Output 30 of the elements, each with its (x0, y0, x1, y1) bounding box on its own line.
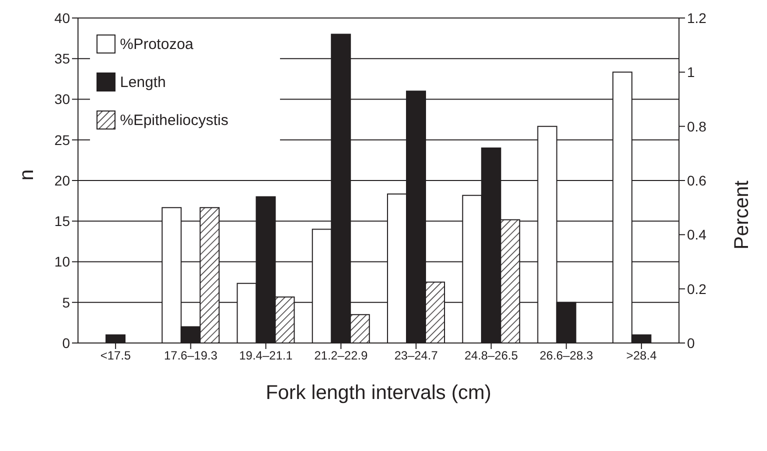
legend-label: %Epitheliocystis (120, 112, 228, 128)
y-tick-label: 30 (54, 91, 70, 108)
x-tick-label: 17.6–19.3 (164, 348, 218, 363)
x-axis-title: Fork length intervals (cm) (266, 382, 492, 404)
x-tick-label: 24.8–26.5 (464, 348, 518, 363)
legend-label: %Protozoa (120, 36, 194, 52)
y2-tick-label: 1 (687, 64, 695, 80)
y-tick-label: 0 (62, 334, 70, 351)
x-tick-label: >28.4 (626, 348, 657, 363)
y2-tick-label: 0 (687, 334, 695, 351)
y2-tick-label: 1.2 (687, 10, 707, 26)
x-tick-label: 19.4–21.1 (239, 348, 293, 363)
y2-tick-label: 0.2 (687, 280, 707, 297)
y-tick-label: 15 (54, 213, 70, 230)
y-tick-label: 10 (54, 254, 70, 270)
y-tick-label: 40 (54, 10, 70, 26)
y2-tick-label: 0.8 (687, 118, 707, 134)
x-tick-label: 21.2–22.9 (314, 348, 368, 363)
x-tick-label: 23–24.7 (394, 348, 438, 363)
y-tick-label: 35 (54, 50, 70, 67)
x-tick-label: 26.6–28.3 (540, 348, 594, 363)
y2-tick-label: 0.6 (687, 172, 707, 188)
y2-axis-title: Percent (731, 180, 754, 250)
y-tick-label: 20 (54, 172, 70, 188)
y-axis-title: n (16, 169, 38, 180)
legend-label: Length (120, 74, 166, 90)
y-tick-label: 25 (54, 132, 70, 148)
y-tick-label: 5 (62, 294, 70, 310)
x-tick-label: <17.5 (100, 348, 132, 363)
y2-tick-label: 0.4 (687, 226, 707, 243)
